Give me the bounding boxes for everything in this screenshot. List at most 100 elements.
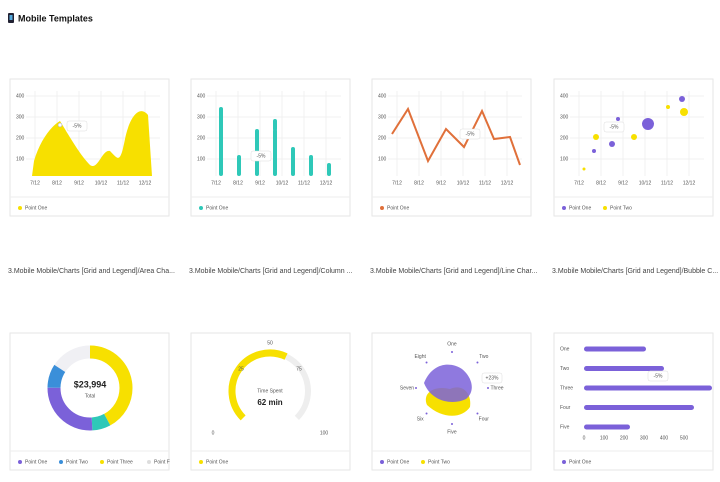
radar-label: Seven — [400, 385, 414, 391]
bubble — [642, 118, 654, 130]
legend-dot — [603, 206, 607, 210]
radar-dot — [476, 361, 479, 364]
x-tick-label: 9/12 — [74, 180, 84, 186]
line — [391, 106, 521, 166]
y-tick-label: 100 — [197, 156, 206, 162]
tooltip — [459, 128, 481, 140]
card-group: Point One Point Two One Two Three Four Five Six… — [371, 332, 532, 471]
tooltip-text: -5% — [610, 124, 619, 130]
x-tick-label: 10/12 — [639, 180, 652, 186]
tooltip-text: -5% — [73, 123, 82, 129]
legend-label: Point One — [206, 205, 228, 211]
bar-category: Two — [560, 366, 569, 372]
caption: 3.Mobile Mobile/Charts [Grid and Legend]… — [370, 268, 537, 275]
tooltip — [647, 370, 669, 382]
caption: 3.Mobile Mobile/Charts [Grid and Legend]… — [8, 268, 175, 275]
radar-dot — [451, 351, 453, 353]
radar-dot — [487, 387, 489, 389]
column — [219, 107, 223, 176]
legend-label: Point One — [25, 205, 47, 211]
donut-center: $23,994 — [74, 379, 107, 389]
radar-purple — [424, 364, 472, 402]
icon-screen — [9, 15, 13, 20]
caption: 3.Mobile Mobile/Charts [Grid and Legend]… — [189, 268, 352, 275]
tooltip-text: +23% — [486, 375, 499, 381]
gauge-label: 25 — [238, 366, 244, 372]
column — [237, 155, 241, 176]
tooltip-text: -5% — [466, 131, 475, 137]
x-tick-label: 7/12 — [574, 180, 584, 186]
y-tick-label: 400 — [16, 93, 25, 99]
gauge-title: Time Spent — [257, 388, 283, 394]
tooltip — [481, 372, 503, 384]
card[interactable] — [190, 78, 351, 217]
radar-label: Six — [417, 416, 424, 422]
legend-label: Point Two — [428, 459, 450, 465]
x-tick-label: 12/12 — [139, 180, 152, 186]
card-group: Point One Point Two 3.Mobile Mobile/Charts… — [552, 78, 718, 275]
bubble — [609, 141, 615, 147]
column — [273, 119, 277, 131]
card-group: Point One One Two Three Four Five 0 100 200 300 40… — [553, 332, 714, 471]
bubble — [592, 149, 596, 153]
legend-label: Point One — [25, 459, 47, 465]
legend-dot — [199, 460, 203, 464]
x-tick-label: 8/12 — [233, 180, 243, 186]
card[interactable] — [553, 332, 714, 471]
card-group: Point One Point Two Point Three Point F $23,… — [9, 332, 170, 471]
x-tick-label: 11/12 — [117, 180, 129, 186]
legend-label: Point One — [569, 459, 591, 465]
legend-dot — [18, 460, 22, 464]
x-tick-label: 500 — [680, 435, 689, 441]
tooltip — [66, 120, 88, 132]
legend-label: Point Two — [66, 459, 88, 465]
x-tick-label: 200 — [620, 435, 629, 441]
bubble — [666, 105, 670, 109]
radar-label: One — [447, 341, 457, 347]
card[interactable] — [553, 78, 714, 217]
x-tick-label: 12/12 — [320, 180, 333, 186]
radar-label: Four — [479, 416, 490, 422]
gauge-label: 50 — [267, 340, 273, 346]
x-tick-label: 300 — [640, 435, 649, 441]
y-tick-label: 200 — [378, 135, 387, 141]
legend-dot — [562, 206, 566, 210]
x-tick-label: 8/12 — [414, 180, 424, 186]
radar-label: Three — [490, 385, 503, 391]
bar — [584, 424, 630, 430]
column — [291, 147, 295, 176]
marker — [57, 122, 63, 128]
y-tick-label: 300 — [560, 114, 569, 120]
x-tick-label: 11/12 — [298, 180, 310, 186]
bubble — [582, 167, 586, 171]
legend-label: Point One — [387, 459, 409, 465]
bar — [584, 385, 712, 391]
legend-dot — [18, 206, 22, 210]
gauge-label: 0 — [212, 430, 215, 436]
card-group: Point One 3.Mobile Mobile/Charts [Grid an… — [8, 78, 175, 275]
legend-dot — [562, 460, 566, 464]
bubble — [616, 117, 620, 121]
bubble — [680, 108, 688, 116]
tooltip — [603, 121, 625, 133]
y-tick-label: 300 — [378, 114, 387, 120]
x-tick-label: 10/12 — [95, 180, 108, 186]
radar-label: Five — [447, 429, 457, 435]
card-group: Point One 3.Mobile Mobile/Charts [Grid an… — [370, 78, 537, 275]
legend-dot — [100, 460, 104, 464]
bar-category: Three — [560, 385, 573, 391]
gauge-label: 100 — [320, 430, 329, 436]
radar-dot — [415, 387, 417, 389]
x-tick-label: 8/12 — [52, 180, 62, 186]
column — [327, 163, 331, 176]
card[interactable] — [371, 78, 532, 217]
gauge-label: 75 — [296, 366, 302, 372]
legend-label: Point Two — [610, 205, 632, 211]
x-tick-label: 11/12 — [479, 180, 491, 186]
y-tick-label: 400 — [378, 93, 387, 99]
bar — [584, 346, 646, 352]
x-tick-label: 100 — [600, 435, 609, 441]
caption: 3.Mobile Mobile/Charts [Grid and Legend]… — [552, 268, 718, 275]
y-tick-label: 200 — [560, 135, 569, 141]
